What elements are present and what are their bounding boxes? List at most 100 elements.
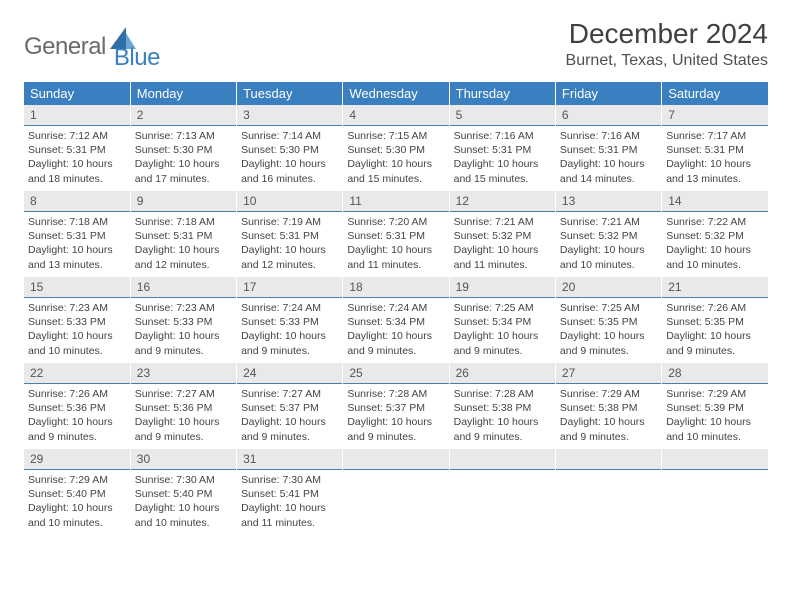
day-details: Sunrise: 7:15 AMSunset: 5:30 PMDaylight:… [343,126,448,190]
sunset-text: Sunset: 5:38 PM [454,401,551,415]
sunrise-text: Sunrise: 7:23 AM [28,301,126,315]
daylight-line1: Daylight: 10 hours [454,243,551,257]
day-number: 24 [237,363,342,384]
calendar-week-row: 8Sunrise: 7:18 AMSunset: 5:31 PMDaylight… [24,191,768,277]
daylight-line2: and 10 minutes. [28,344,126,358]
day-number: 29 [24,449,130,470]
month-title: December 2024 [566,18,768,50]
sunrise-text: Sunrise: 7:26 AM [28,387,126,401]
daylight-line2: and 11 minutes. [241,516,338,530]
location-subtitle: Burnet, Texas, United States [566,52,768,70]
calendar-cell: 9Sunrise: 7:18 AMSunset: 5:31 PMDaylight… [130,191,236,277]
day-details: Sunrise: 7:27 AMSunset: 5:36 PMDaylight:… [131,384,236,448]
sunset-text: Sunset: 5:31 PM [241,229,338,243]
calendar-page: General Blue December 2024 Burnet, Texas… [0,0,792,559]
daylight-line1: Daylight: 10 hours [135,329,232,343]
daylight-line1: Daylight: 10 hours [28,243,126,257]
sunrise-text: Sunrise: 7:24 AM [241,301,338,315]
daylight-line2: and 10 minutes. [28,516,126,530]
day-details: Sunrise: 7:20 AMSunset: 5:31 PMDaylight:… [343,212,448,276]
sunrise-text: Sunrise: 7:16 AM [560,129,657,143]
daylight-line1: Daylight: 10 hours [666,415,764,429]
sunset-text: Sunset: 5:38 PM [560,401,657,415]
calendar-cell: 10Sunrise: 7:19 AMSunset: 5:31 PMDayligh… [237,191,343,277]
sunrise-text: Sunrise: 7:28 AM [454,387,551,401]
calendar-cell: 25Sunrise: 7:28 AMSunset: 5:37 PMDayligh… [343,363,449,449]
calendar-week-row: 29Sunrise: 7:29 AMSunset: 5:40 PMDayligh… [24,449,768,535]
day-details: Sunrise: 7:21 AMSunset: 5:32 PMDaylight:… [450,212,555,276]
daylight-line1: Daylight: 10 hours [241,243,338,257]
sunrise-text: Sunrise: 7:15 AM [347,129,444,143]
sunrise-text: Sunrise: 7:25 AM [560,301,657,315]
sunrise-text: Sunrise: 7:21 AM [560,215,657,229]
day-number: 21 [662,277,768,298]
calendar-cell: 21Sunrise: 7:26 AMSunset: 5:35 PMDayligh… [662,277,768,363]
weekday-header: Sunday [24,82,130,105]
daylight-line2: and 9 minutes. [241,344,338,358]
sunset-text: Sunset: 5:34 PM [347,315,444,329]
daylight-line1: Daylight: 10 hours [454,415,551,429]
sunrise-text: Sunrise: 7:29 AM [666,387,764,401]
daylight-line2: and 9 minutes. [560,344,657,358]
day-number: 6 [556,105,661,126]
sunset-text: Sunset: 5:37 PM [241,401,338,415]
daylight-line2: and 12 minutes. [241,258,338,272]
daylight-line1: Daylight: 10 hours [241,415,338,429]
sunset-text: Sunset: 5:40 PM [135,487,232,501]
day-number: 20 [556,277,661,298]
weekday-header: Tuesday [237,82,343,105]
daylight-line2: and 17 minutes. [135,172,232,186]
calendar-cell: 7Sunrise: 7:17 AMSunset: 5:31 PMDaylight… [662,105,768,191]
calendar-table: Sunday Monday Tuesday Wednesday Thursday… [24,82,768,535]
daylight-line1: Daylight: 10 hours [560,415,657,429]
sunrise-text: Sunrise: 7:29 AM [28,473,126,487]
calendar-cell: 6Sunrise: 7:16 AMSunset: 5:31 PMDaylight… [555,105,661,191]
sunset-text: Sunset: 5:31 PM [454,143,551,157]
daylight-line2: and 15 minutes. [347,172,444,186]
calendar-cell: 18Sunrise: 7:24 AMSunset: 5:34 PMDayligh… [343,277,449,363]
day-number: 1 [24,105,130,126]
day-details: Sunrise: 7:29 AMSunset: 5:40 PMDaylight:… [24,470,130,534]
calendar-cell [555,449,661,535]
calendar-cell: 16Sunrise: 7:23 AMSunset: 5:33 PMDayligh… [130,277,236,363]
day-number: 31 [237,449,342,470]
daylight-line2: and 10 minutes. [135,516,232,530]
day-number: 15 [24,277,130,298]
calendar-cell: 13Sunrise: 7:21 AMSunset: 5:32 PMDayligh… [555,191,661,277]
daylight-line1: Daylight: 10 hours [135,157,232,171]
day-number-empty [343,449,448,470]
daylight-line1: Daylight: 10 hours [28,415,126,429]
sunset-text: Sunset: 5:37 PM [347,401,444,415]
sunset-text: Sunset: 5:31 PM [347,229,444,243]
daylight-line2: and 9 minutes. [135,430,232,444]
day-details-empty [343,470,448,530]
day-number: 18 [343,277,448,298]
day-number-empty [450,449,555,470]
day-details: Sunrise: 7:23 AMSunset: 5:33 PMDaylight:… [24,298,130,362]
calendar-week-row: 1Sunrise: 7:12 AMSunset: 5:31 PMDaylight… [24,105,768,191]
day-details: Sunrise: 7:17 AMSunset: 5:31 PMDaylight:… [662,126,768,190]
sunrise-text: Sunrise: 7:14 AM [241,129,338,143]
day-number: 12 [450,191,555,212]
sunrise-text: Sunrise: 7:24 AM [347,301,444,315]
calendar-cell [662,449,768,535]
daylight-line1: Daylight: 10 hours [347,243,444,257]
day-details: Sunrise: 7:27 AMSunset: 5:37 PMDaylight:… [237,384,342,448]
day-number: 8 [24,191,130,212]
day-details: Sunrise: 7:24 AMSunset: 5:33 PMDaylight:… [237,298,342,362]
sunset-text: Sunset: 5:31 PM [135,229,232,243]
calendar-cell [449,449,555,535]
sunrise-text: Sunrise: 7:22 AM [666,215,764,229]
calendar-cell: 23Sunrise: 7:27 AMSunset: 5:36 PMDayligh… [130,363,236,449]
daylight-line1: Daylight: 10 hours [135,243,232,257]
day-number: 28 [662,363,768,384]
daylight-line1: Daylight: 10 hours [28,501,126,515]
day-details: Sunrise: 7:16 AMSunset: 5:31 PMDaylight:… [450,126,555,190]
calendar-cell: 15Sunrise: 7:23 AMSunset: 5:33 PMDayligh… [24,277,130,363]
day-number: 7 [662,105,768,126]
weekday-header-row: Sunday Monday Tuesday Wednesday Thursday… [24,82,768,105]
header: General Blue December 2024 Burnet, Texas… [24,18,768,72]
daylight-line2: and 10 minutes. [666,258,764,272]
day-details-empty [556,470,661,530]
calendar-cell: 4Sunrise: 7:15 AMSunset: 5:30 PMDaylight… [343,105,449,191]
